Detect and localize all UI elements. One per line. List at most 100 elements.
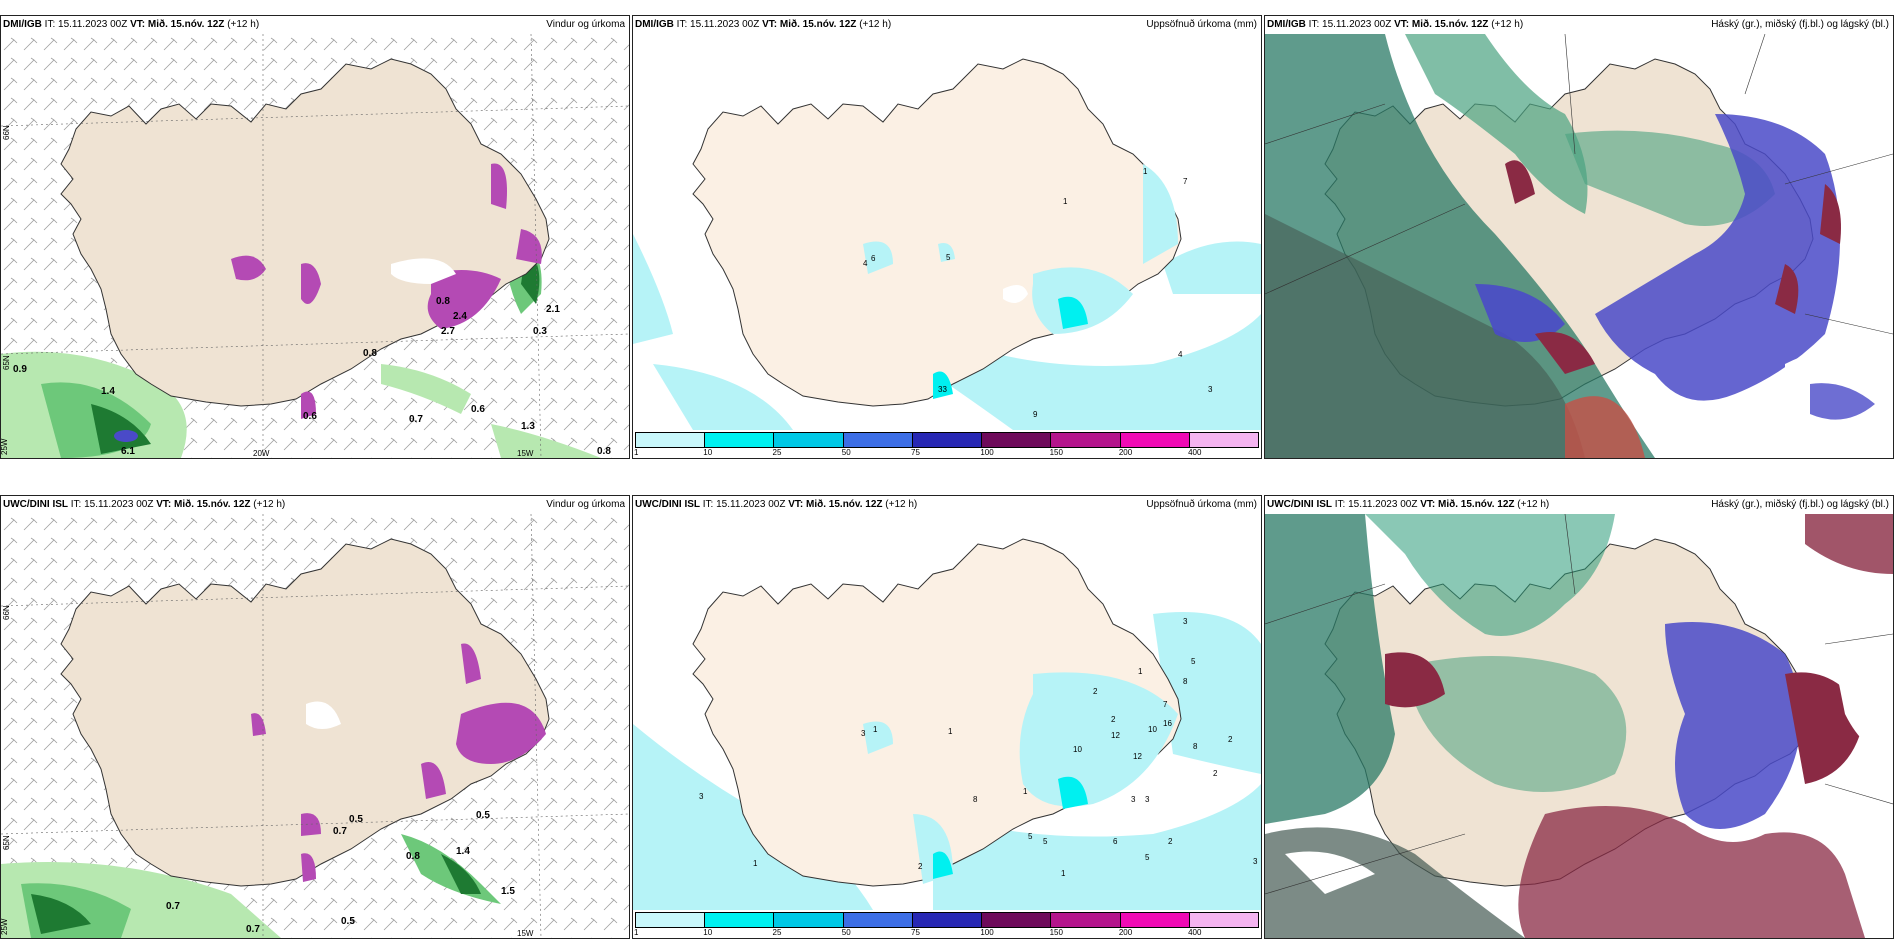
colorbar-cell [1189, 913, 1258, 927]
accum-value: 3 [1253, 857, 1258, 866]
accum-value: 2 [918, 862, 923, 871]
panel-header: DMI/IGB IT: 15.11.2023 00Z VT: Mið. 15.n… [1, 16, 629, 34]
colorbar-cell [912, 913, 983, 927]
wind-map: 66N 65N 25W 20W 15W 0.9 1.4 6.1 0.7 0.6 … [1, 34, 629, 458]
wind-value: 0.8 [363, 348, 377, 359]
colorbar-labels: 1 10 25 50 75 100 150 200 400 [634, 448, 1259, 458]
colorbar-label: 100 [980, 928, 994, 937]
accum-value: 10 [1148, 725, 1157, 734]
panel-title: Háský (gr.), miðský (fj.bl.) og lágský (… [1711, 19, 1889, 30]
colorbar-label: 10 [703, 928, 713, 937]
projection-lines [1265, 514, 1893, 895]
panel-title: Vindur og úrkoma [546, 499, 625, 510]
accum-value: 3 [1183, 617, 1188, 626]
accum-value: 4 [863, 259, 868, 268]
snow-areas [231, 163, 542, 419]
colorbar-cell [1120, 913, 1190, 927]
lead-time: (+12 h) [859, 19, 892, 30]
accum-value: 1 [753, 859, 758, 868]
colorbar-label: 25 [772, 928, 782, 937]
panel-clouds-uwc: UWC/DINI ISL IT: 15.11.2023 00Z VT: Mið.… [1264, 495, 1894, 939]
lat-label-66n: 66N [2, 605, 11, 620]
lead-time: (+12 h) [1517, 499, 1550, 510]
accum-value: 1 [1143, 167, 1148, 176]
model-name: UWC/DINI ISL [3, 499, 68, 510]
vt-label: VT: [788, 499, 804, 510]
accum-values: 3 1 1 3 1 1 2 3 5 8 7 2 12 10 16 12 8 2 … [699, 617, 1258, 878]
map-area [1265, 514, 1893, 938]
colorbar: 1 10 25 50 75 100 150 200 400 [633, 912, 1261, 938]
lead-time: (+12 h) [1491, 19, 1524, 30]
wind-value: 2.4 [453, 311, 467, 322]
panel-title: Háský (gr.), miðský (fj.bl.) og lágský (… [1711, 499, 1889, 510]
vt-value: Mið. 15.nóv. 12Z [174, 499, 251, 510]
it-label: IT: [70, 499, 82, 510]
panel-accum-dmi: DMI/IGB IT: 15.11.2023 00Z VT: Mið. 15.n… [632, 15, 1262, 459]
wind-value: 6.1 [121, 446, 135, 457]
model-name: DMI/IGB [1267, 19, 1306, 30]
cloud-map [1265, 34, 1893, 458]
wind-value: 0.9 [13, 364, 27, 375]
colorbar-label: 50 [841, 448, 851, 457]
accum-value: 1 [1138, 667, 1143, 676]
colorbar-cell [636, 433, 706, 447]
precip-values: 0.9 1.4 6.1 0.7 0.6 0.8 2.1 0.3 2.4 2.7 … [13, 296, 611, 457]
accum-map: 6 5 1 1 7 4 3 9 33 4 [633, 58, 1261, 430]
it-label: IT: [1334, 499, 1346, 510]
wind-value: 1.3 [521, 421, 535, 432]
vt-label: VT: [1394, 19, 1410, 30]
accum-value: 6 [871, 254, 876, 263]
it-value: 15.11.2023 00Z [716, 499, 786, 510]
colorbar-cell [912, 433, 983, 447]
cloud-layers [1265, 514, 1893, 938]
vt-value: Mið. 15.nóv. 12Z [147, 19, 225, 30]
lon-label-25w: 25W [1, 918, 9, 935]
colorbar-label: 1 [634, 928, 639, 937]
wind-value: 0.3 [533, 326, 547, 337]
vt-label: VT: [1420, 499, 1436, 510]
accum-map: 3 1 1 3 1 1 2 3 5 8 7 2 12 10 16 12 8 2 … [633, 538, 1261, 910]
model-name: UWC/DINI ISL [635, 499, 700, 510]
it-label: IT: [44, 19, 56, 30]
map-area: 6 5 1 1 7 4 3 9 33 4 [633, 34, 1261, 430]
accum-value: 4 [1178, 350, 1183, 359]
accum-value: 3 [861, 729, 866, 738]
vt-value: Mið. 15.nóv. 12Z [779, 19, 857, 30]
accum-value: 1 [873, 725, 878, 734]
accum-value: 8 [973, 795, 978, 804]
accum-values: 6 5 1 1 7 4 3 9 33 4 [863, 167, 1213, 419]
colorbar-cell [1120, 433, 1190, 447]
accum-value: 12 [1133, 752, 1142, 761]
projection-lines [1265, 34, 1893, 335]
panel-title: Uppsöfnuð úrkoma (mm) [1146, 499, 1257, 510]
panel-clouds-dmi: DMI/IGB IT: 15.11.2023 00Z VT: Mið. 15.n… [1264, 15, 1894, 459]
lat-label-65n: 65N [2, 835, 11, 850]
it-label: IT: [702, 499, 714, 510]
panel-header: UWC/DINI ISL IT: 15.11.2023 00Z VT: Mið.… [1265, 496, 1893, 514]
colorbar-labels: 1 10 25 50 75 100 150 200 400 [634, 928, 1259, 938]
lat-lon-grid [1, 34, 629, 458]
lon-label-25w: 25W [1, 438, 9, 455]
colorbar-cell [774, 433, 844, 447]
panel-header: UWC/DINI ISL IT: 15.11.2023 00Z VT: Mið.… [633, 496, 1261, 514]
vt-value: Mið. 15.nóv. 12Z [1411, 19, 1489, 30]
lead-time: (+12 h) [885, 499, 918, 510]
map-area [1265, 34, 1893, 458]
colorbar-cell [982, 433, 1052, 447]
lead-time: (+12 h) [253, 499, 286, 510]
colorbar-label: 150 [1049, 448, 1063, 457]
lat-label-65n: 65N [2, 355, 11, 370]
panel-accum-uwc: UWC/DINI ISL IT: 15.11.2023 00Z VT: Mið.… [632, 495, 1262, 939]
accum-land-areas [863, 672, 1178, 884]
colorbar-label: 25 [772, 448, 782, 457]
colorbar-label: 75 [911, 928, 920, 937]
wind-map: 66N 65N 25W 15W 0.7 0.7 0.5 0.8 1.4 0.5 … [1, 514, 629, 938]
colorbar-cells [635, 432, 1259, 448]
lat-label-66n: 66N [2, 125, 11, 140]
colorbar-cell [1051, 913, 1121, 927]
colorbar-label: 75 [911, 448, 920, 457]
colorbar-label: 200 [1118, 928, 1133, 937]
map-area: 66N 65N 25W 20W 15W 0.9 1.4 6.1 0.7 0.6 … [1, 34, 629, 458]
accum-value: 3 [699, 792, 704, 801]
accum-value: 1 [948, 727, 953, 736]
